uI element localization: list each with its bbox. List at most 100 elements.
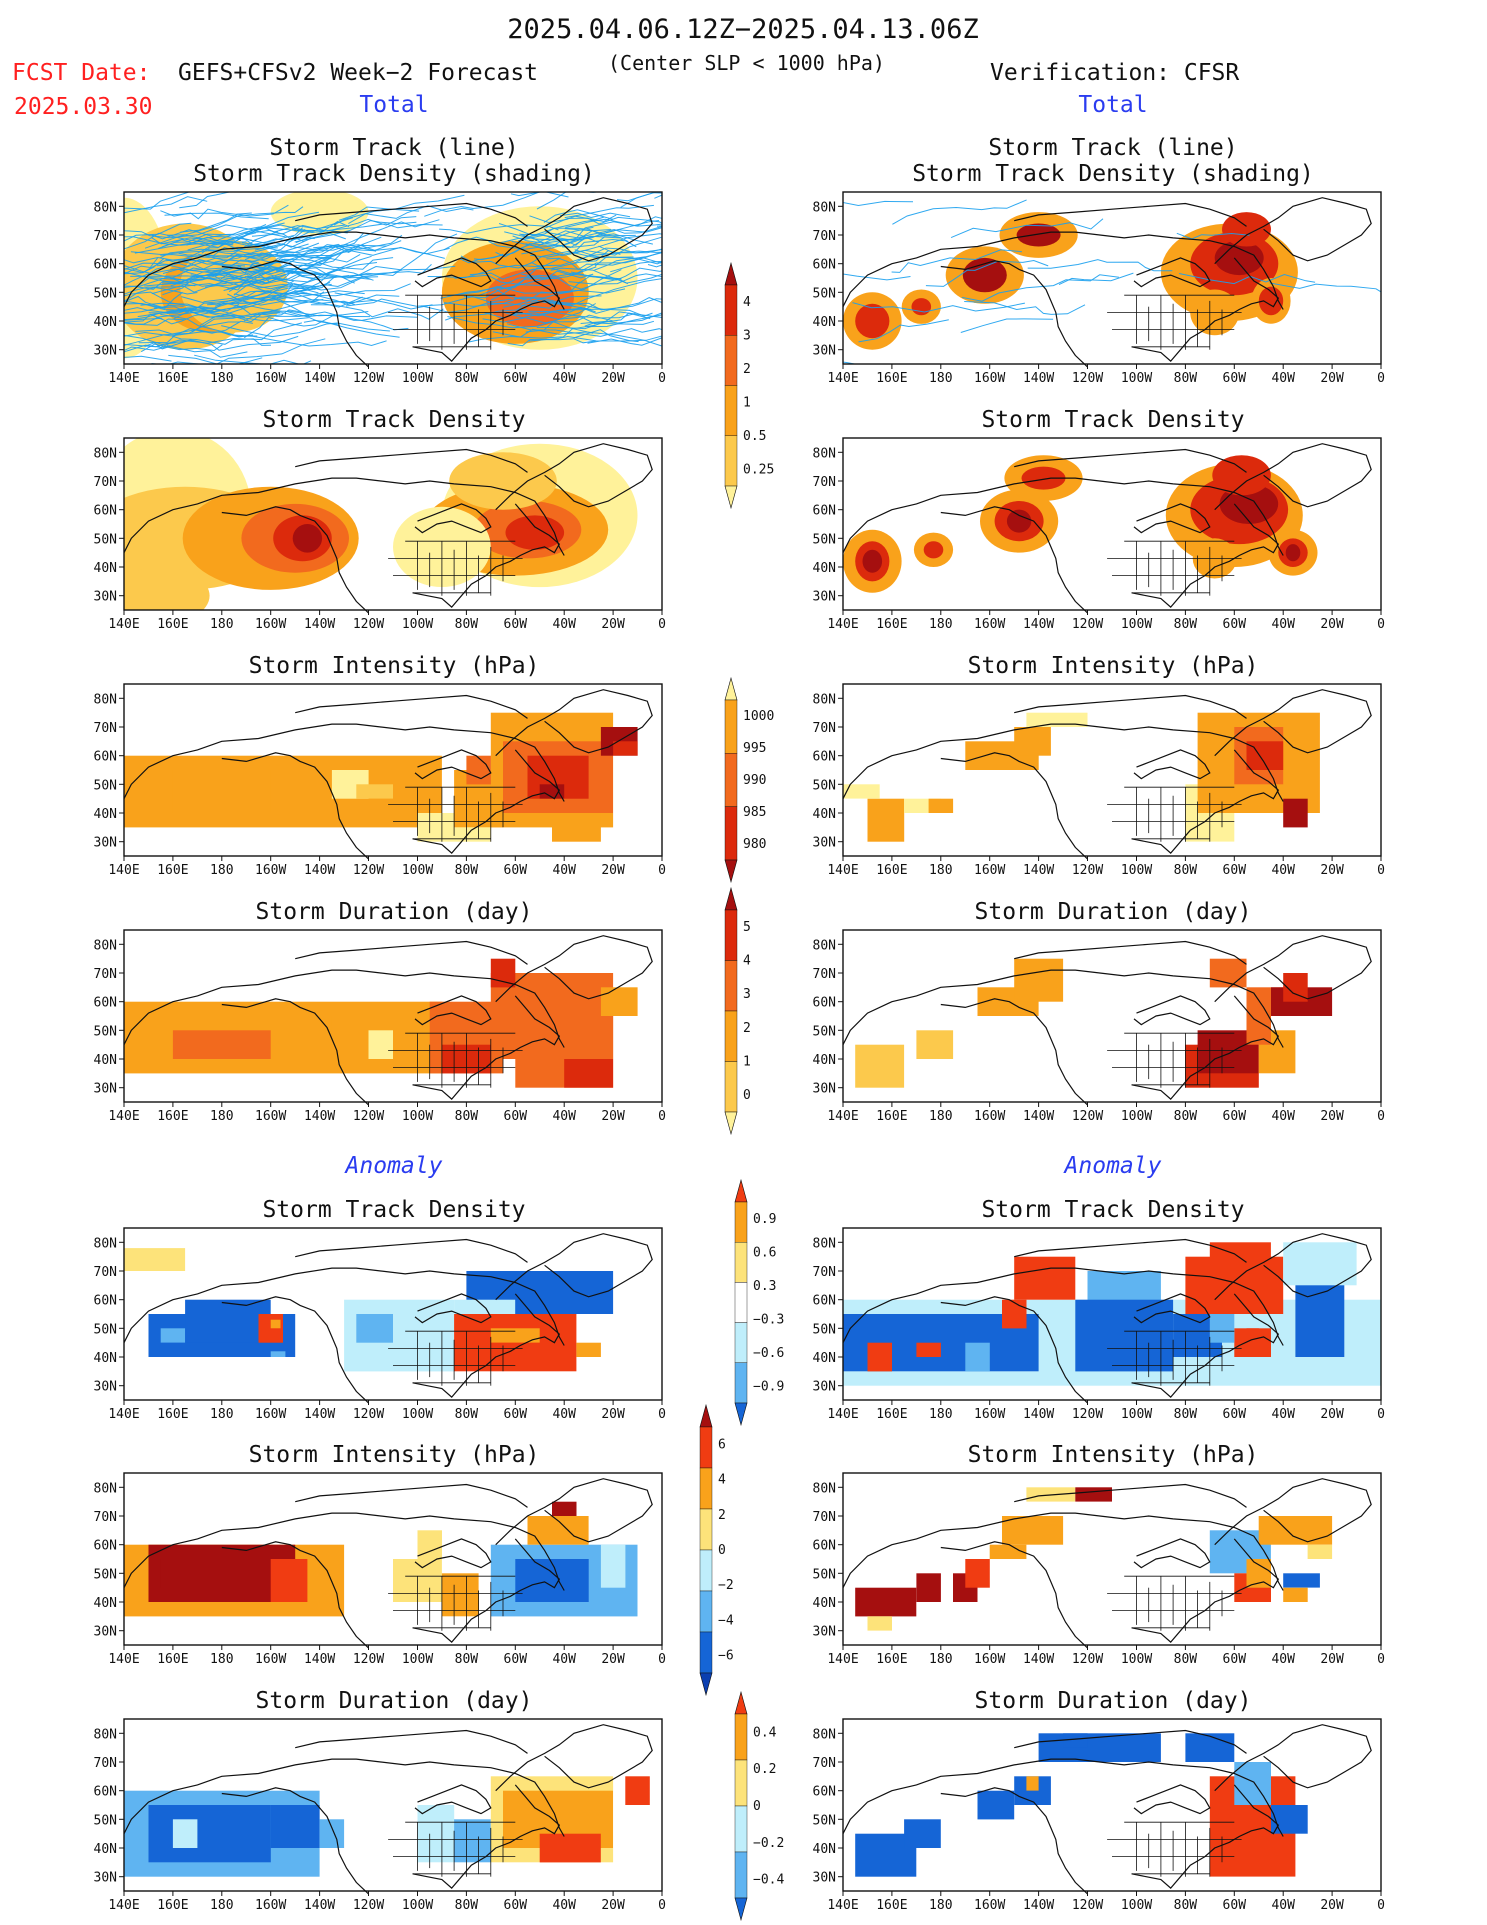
storm-track-line	[852, 302, 1025, 313]
storm-track-line	[124, 291, 183, 309]
colorbar-top-arrow	[734, 1178, 748, 1203]
lon-tick-label: 100W	[1121, 617, 1152, 632]
lat-tick-label: 50N	[94, 1813, 117, 1828]
lat-tick-label: 40N	[813, 1351, 836, 1366]
colorbar-segment	[734, 1713, 748, 1761]
section-anomaly-right: Anomaly	[1063, 1153, 1162, 1179]
lat-tick-label: 30N	[813, 1871, 836, 1886]
storm-track-line	[348, 205, 474, 225]
colorbar-label: 0.2	[753, 1762, 776, 1777]
storm-track-line	[180, 204, 289, 233]
shading-cell	[441, 1573, 479, 1617]
colorbar-segment	[734, 1759, 748, 1807]
coastline	[1133, 257, 1211, 288]
lon-tick-label: 160W	[255, 1898, 286, 1913]
coastline	[414, 749, 492, 780]
lon-tick-label: 100W	[1121, 1898, 1152, 1913]
storm-track-line	[537, 254, 634, 267]
lon-tick-label: 120W	[353, 617, 384, 632]
lon-tick-label: 140W	[1023, 1652, 1054, 1667]
lon-tick-label: 20W	[601, 1898, 625, 1913]
coastline	[940, 506, 1088, 614]
lon-tick-label: 20W	[601, 1109, 625, 1124]
lon-tick-label: 60W	[504, 371, 528, 386]
storm-track-line	[124, 196, 208, 214]
lon-tick-label: 120W	[353, 1109, 384, 1124]
lat-tick-label: 70N	[813, 967, 836, 982]
colorbar-segment	[734, 1851, 748, 1899]
lon-tick-label: 120W	[353, 1898, 384, 1913]
section-anomaly-left: Anomaly	[344, 1153, 443, 1179]
colorbar-segment	[699, 1508, 713, 1551]
lat-tick-label: 80N	[813, 200, 836, 215]
lat-tick-label: 80N	[94, 1236, 117, 1251]
lon-tick-label: 80W	[1174, 617, 1198, 632]
lat-tick-label: 80N	[94, 692, 117, 707]
lon-tick-label: 0	[1377, 863, 1385, 878]
map-panel-l6: 140E 160E 180 160W 140W 120W 100W 80W 60W 40W 20W 0…	[94, 1718, 666, 1913]
lon-tick-label: 0	[1377, 371, 1385, 386]
storm-track-line	[179, 192, 232, 209]
panel-title-intensity-right: Storm Intensity (hPa)	[968, 653, 1259, 679]
storm-track-line	[195, 273, 350, 285]
lon-tick-label: 180	[929, 1407, 952, 1422]
lat-tick-label: 30N	[94, 1625, 117, 1640]
lat-tick-label: 80N	[94, 200, 117, 215]
panel-title-density-right: Storm Track Density	[981, 407, 1244, 433]
lat-tick-label: 50N	[94, 1322, 117, 1337]
storm-track-line	[254, 232, 346, 251]
map-panel-r6: 140E 160E 180 160W 140W 120W 100W 80W 60W 40W 20W 0…	[813, 1718, 1385, 1913]
shading-cell	[1283, 1573, 1320, 1588]
shading-cell	[160, 1559, 271, 1588]
storm-track-line	[220, 330, 387, 347]
coastline	[123, 969, 565, 1048]
lon-tick-label: 160E	[157, 371, 188, 386]
storm-track-line	[124, 317, 162, 321]
storm-track-line	[934, 367, 1077, 380]
storm-track-line	[178, 283, 332, 317]
storm-track-line	[124, 254, 238, 270]
shading-cell	[270, 1351, 286, 1357]
storm-track-line	[150, 310, 246, 325]
lon-tick-label: 160E	[876, 617, 907, 632]
lon-tick-label: 20W	[601, 863, 625, 878]
shading-cell	[1283, 1242, 1357, 1286]
shading-cell	[867, 1616, 892, 1631]
shading-blob	[1006, 509, 1032, 533]
storm-track-line	[134, 227, 303, 254]
lon-tick-label: 60W	[1223, 1109, 1247, 1124]
lon-tick-label: 160E	[157, 1109, 188, 1124]
map-panel-l4: 140E 160E 180 160W 140W 120W 100W 80W 60W 40W 20W 0…	[94, 1227, 666, 1422]
lon-tick-label: 40W	[552, 617, 576, 632]
date-range-title: 2025.04.06.12Z−2025.04.13.06Z	[507, 14, 978, 45]
storm-track-line	[124, 300, 215, 319]
storm-track-line	[427, 264, 543, 279]
lon-tick-label: 160W	[974, 1407, 1005, 1422]
lat-tick-label: 60N	[813, 258, 836, 273]
lon-tick-label: 100W	[1121, 371, 1152, 386]
lat-tick-label: 40N	[813, 1053, 836, 1068]
section-total-left: Total	[359, 92, 428, 118]
coastline	[1214, 443, 1372, 511]
shading-cell	[867, 798, 905, 842]
shading-cell	[1283, 1587, 1308, 1602]
lat-tick-label: 80N	[813, 1481, 836, 1496]
shading-cell	[916, 1030, 954, 1059]
storm-track-line	[580, 312, 662, 324]
shading-cell	[1185, 1733, 1235, 1762]
shading-cell	[1063, 1733, 1088, 1748]
lon-tick-label: 160E	[876, 1407, 907, 1422]
lat-tick-label: 60N	[813, 504, 836, 519]
panel-title-track-shading-right: Storm Track Density (shading)	[912, 161, 1314, 187]
lon-tick-label: 80W	[1174, 1898, 1198, 1913]
colorbar-top-arrow	[699, 1403, 713, 1428]
lon-tick-label: 140W	[1023, 863, 1054, 878]
storm-track-line	[317, 234, 403, 252]
storm-track-line	[171, 335, 272, 346]
shading-cell	[564, 1059, 614, 1088]
storm-track-line	[301, 265, 403, 292]
lon-tick-label: 0	[1377, 1652, 1385, 1667]
coastline	[940, 1541, 1088, 1649]
colorbar-label: −0.4	[753, 1873, 784, 1888]
storm-track-line	[843, 361, 894, 364]
